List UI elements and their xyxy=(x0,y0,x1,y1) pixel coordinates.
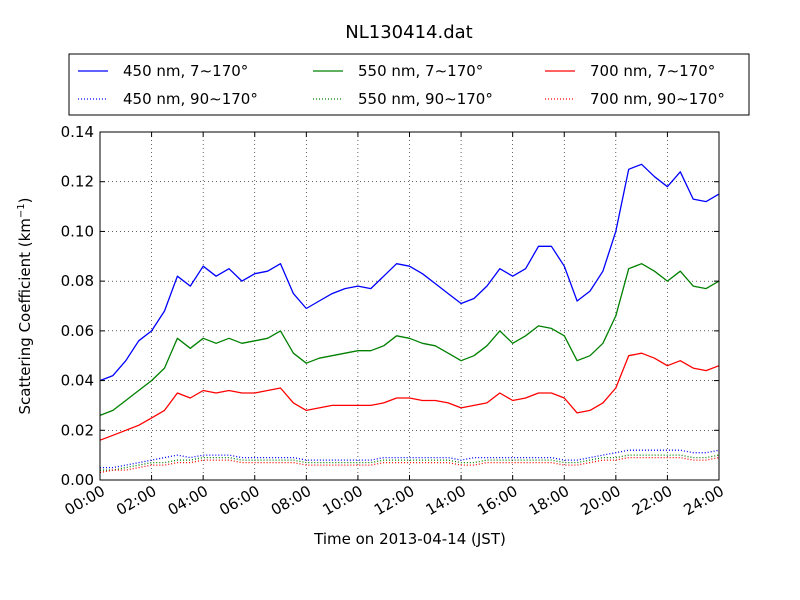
legend-label-1: 450 nm, 90∼170° xyxy=(123,90,258,108)
series-line-4 xyxy=(99,352,720,441)
chart-title: NL130414.dat xyxy=(345,22,472,43)
legend-label-3: 550 nm, 90∼170° xyxy=(358,90,493,108)
x-tick-label: 04:00 xyxy=(165,482,211,519)
y-tick-label: 0.02 xyxy=(61,421,94,439)
legend-label-4: 700 nm, 7∼170° xyxy=(590,62,715,80)
series-line-0 xyxy=(99,163,720,382)
legend: 450 nm, 7∼170° 550 nm, 7∼170° 700 nm, 7∼17… xyxy=(68,53,750,116)
legend-label-0: 450 nm, 7∼170° xyxy=(123,62,248,80)
legend-label-5: 700 nm, 90∼170° xyxy=(590,90,725,108)
x-axis-label: Time on 2013-04-14 (JST) xyxy=(313,530,506,548)
x-tick-label: 12:00 xyxy=(371,482,417,519)
legend-items: 450 nm, 7∼170° 550 nm, 7∼170° 700 nm, 7∼17… xyxy=(78,62,725,108)
legend-box xyxy=(68,53,750,116)
y-tick-label: 0.10 xyxy=(61,222,94,240)
x-tick-label: 08:00 xyxy=(268,482,314,519)
y-tick-label: 0.08 xyxy=(61,272,94,290)
series-line-1 xyxy=(100,449,720,469)
x-tick-label: 24:00 xyxy=(681,482,727,519)
y-tick-label: 0.14 xyxy=(61,123,94,141)
x-tick-label: 02:00 xyxy=(113,482,159,519)
legend-label-2: 550 nm, 7∼170° xyxy=(358,62,483,80)
y-tick-label: 0.00 xyxy=(61,471,94,489)
ticks: 00:00 02:00 04:00 06:00 08:00 10:00 12:00 14:00… xyxy=(61,123,727,519)
series-layer xyxy=(99,163,720,474)
x-tick-label: 14:00 xyxy=(423,482,469,519)
x-tick-label: 18:00 xyxy=(526,482,572,519)
x-tick-label: 22:00 xyxy=(629,482,675,519)
y-axis-label-end: ) xyxy=(16,197,34,203)
y-axis-label-sup: −1 xyxy=(16,203,27,218)
x-tick-label: 06:00 xyxy=(216,482,262,519)
y-axis-label: Scattering Coefficient (km−1) xyxy=(16,197,34,414)
x-tick-label: 10:00 xyxy=(319,482,365,519)
series-line-2 xyxy=(99,263,720,417)
x-tick-label: 20:00 xyxy=(577,482,623,519)
x-tick-label: 16:00 xyxy=(474,482,520,519)
y-axis-label-main: Scattering Coefficient (km xyxy=(16,218,34,414)
y-tick-label: 0.06 xyxy=(61,322,94,340)
y-tick-label: 0.04 xyxy=(61,372,94,390)
y-tick-label: 0.12 xyxy=(61,173,94,191)
